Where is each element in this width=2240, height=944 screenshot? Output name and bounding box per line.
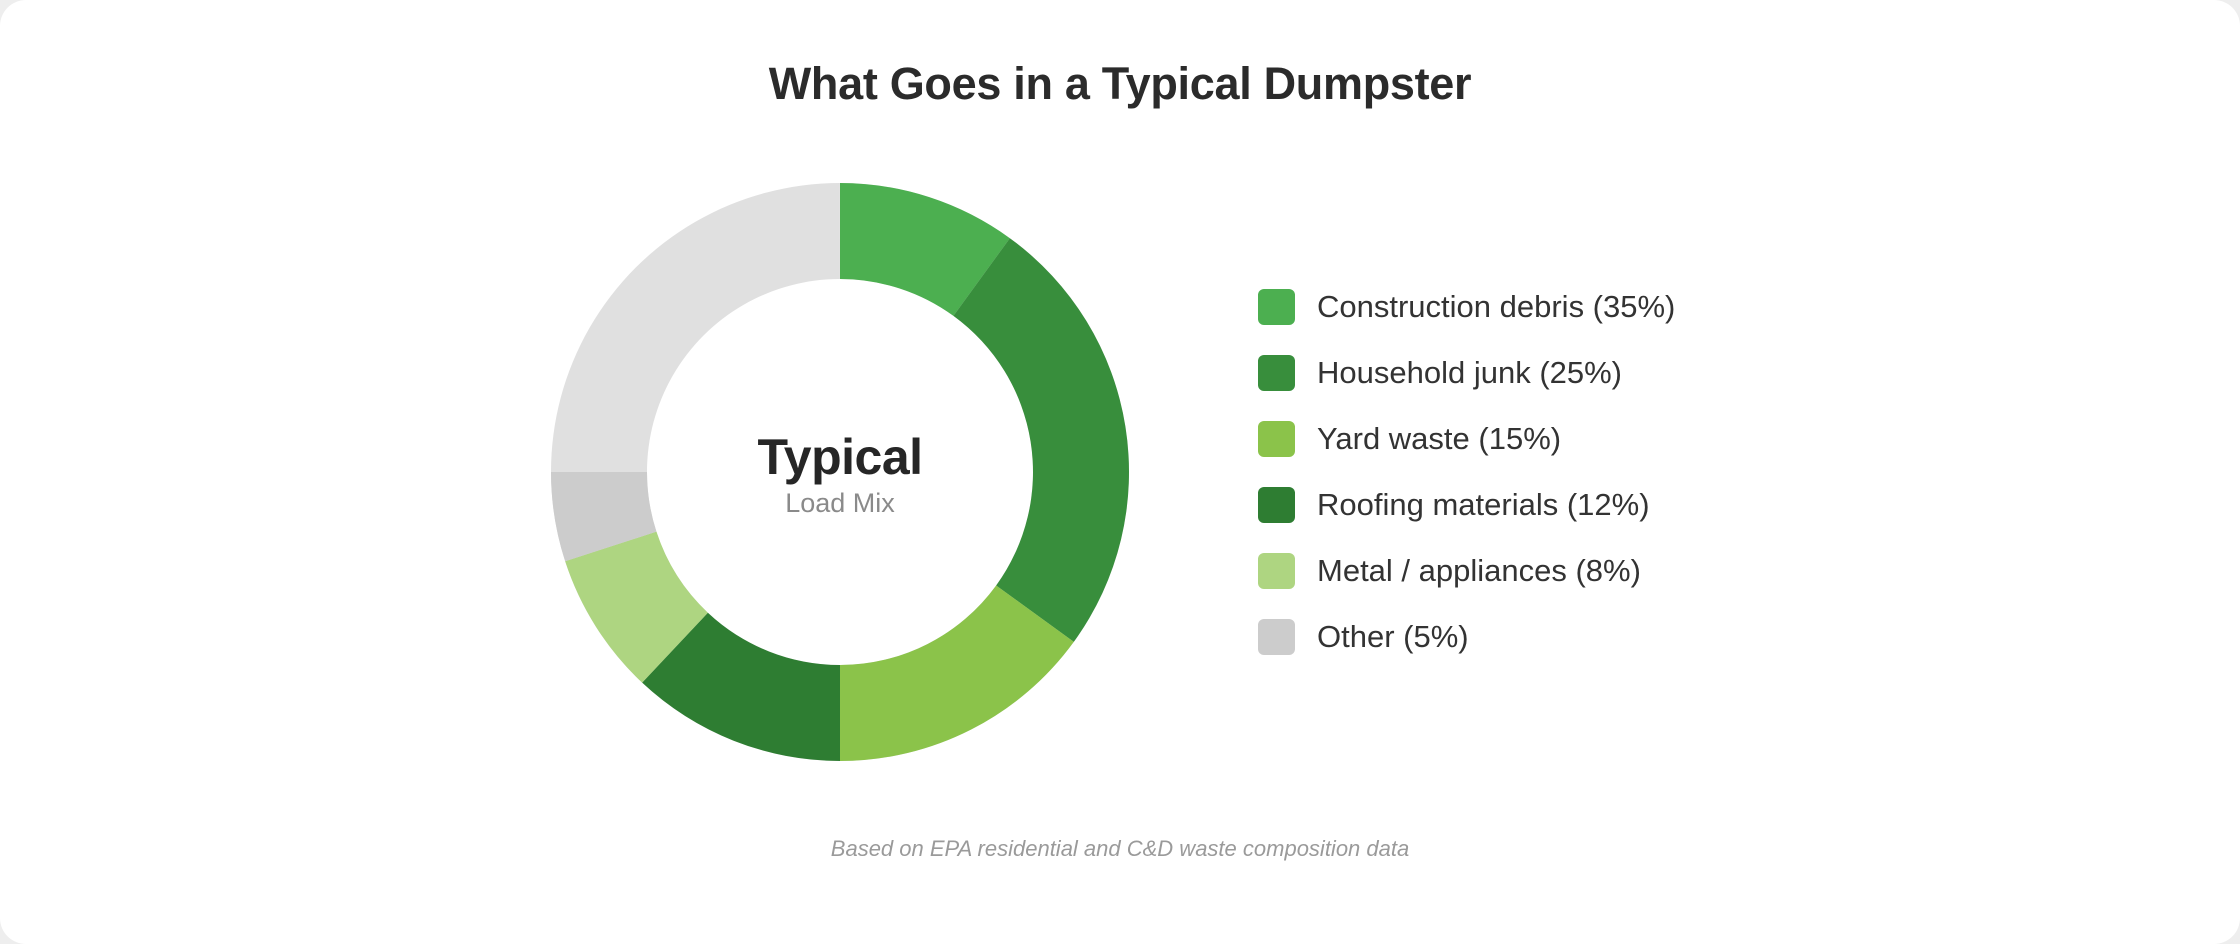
legend-swatch — [1258, 553, 1295, 589]
legend-label: Yard waste (15%) — [1317, 421, 1562, 456]
legend-label: Metal / appliances (8%) — [1317, 553, 1641, 588]
donut-center-title: Typical — [757, 429, 923, 485]
legend-item-household-junk: Household junk (25%) — [1258, 355, 1675, 391]
donut-segment-metal-appliances — [565, 531, 708, 683]
legend-label: Construction debris (35%) — [1317, 289, 1676, 324]
donut-center-subtitle: Load Mix — [785, 488, 895, 518]
donut-segment-roofing-materials — [642, 612, 840, 761]
chart-legend: Construction debris (35%) Household junk… — [1258, 289, 1675, 685]
legend-swatch — [1258, 487, 1295, 523]
legend-swatch — [1258, 619, 1295, 655]
legend-swatch — [1258, 421, 1295, 457]
donut-segment-yard-waste — [840, 585, 1074, 761]
legend-label: Household junk (25%) — [1317, 355, 1623, 390]
legend-label: Other (5%) — [1317, 619, 1469, 654]
donut-segment-construction-debris — [840, 183, 1010, 316]
legend-item-yard-waste: Yard waste (15%) — [1258, 421, 1675, 457]
legend-item-construction-debris: Construction debris (35%) — [1258, 289, 1675, 325]
donut-chart — [551, 183, 1130, 761]
legend-swatch — [1258, 355, 1295, 391]
chart-title: What Goes in a Typical Dumpster — [768, 58, 1472, 109]
legend-swatch — [1258, 289, 1295, 325]
legend-item-roofing-materials: Roofing materials (12%) — [1258, 487, 1675, 523]
legend-item-other: Other (5%) — [1258, 619, 1675, 655]
legend-item-metal-appliances: Metal / appliances (8%) — [1258, 553, 1675, 589]
chart-footnote: Based on EPA residential and C&D waste c… — [830, 836, 1410, 861]
donut-segment-household-junk — [953, 238, 1129, 642]
donut-segment-other — [551, 472, 657, 562]
legend-label: Roofing materials (12%) — [1317, 487, 1650, 522]
